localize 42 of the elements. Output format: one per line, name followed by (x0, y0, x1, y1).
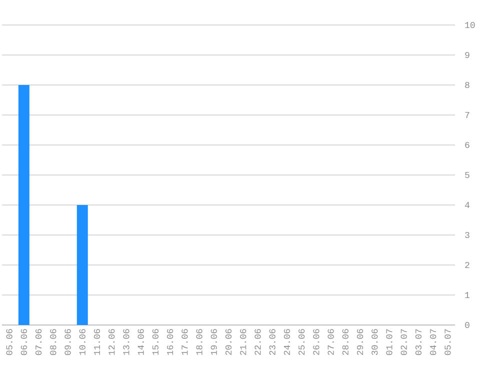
x-tick-label: 14.06 (138, 329, 144, 355)
y-tick-label: 6 (465, 142, 470, 148)
y-tick-label: 9 (465, 52, 470, 58)
x-tick-label: 11.06 (94, 329, 100, 355)
x-tick-label: 13.06 (123, 329, 130, 355)
x-tick-label: 12.06 (108, 329, 115, 355)
x-tick-label: 04.07 (430, 329, 436, 355)
x-tick-label: 28.06 (342, 329, 348, 355)
y-tick-label: 10 (465, 22, 475, 28)
x-tick-label: 19.06 (210, 329, 217, 355)
x-tick-label: 07.06 (35, 329, 42, 355)
x-tick-label: 24.06 (284, 329, 290, 355)
x-tick-label: 22.06 (254, 329, 261, 355)
x-tick-label: 18.06 (196, 329, 202, 355)
x-tick-label: 15.06 (152, 329, 158, 355)
x-tick-label: 30.06 (372, 329, 378, 355)
y-tick-label: 1 (465, 292, 470, 298)
x-tick-label: 09.06 (64, 329, 71, 355)
x-tick-label: 03.07 (415, 329, 422, 355)
y-tick-label: 4 (464, 202, 470, 208)
x-tick-label: 26.06 (313, 329, 320, 355)
y-tick-label: 5 (465, 172, 470, 178)
y-tick-label: 2 (465, 262, 470, 268)
x-tick-label: 21.06 (240, 329, 246, 355)
x-tick-label: 20.06 (225, 329, 232, 355)
y-tick-label: 0 (465, 322, 470, 328)
x-tick-label: 05.06 (6, 329, 12, 355)
x-tick-label: 05.07 (444, 329, 451, 355)
x-tick-label: 16.06 (166, 329, 174, 355)
x-tick-label: 27.06 (328, 329, 334, 355)
x-tick-label: 29.06 (356, 329, 364, 355)
x-tick-label: 25.06 (298, 329, 305, 355)
x-tick-label: 10.06 (79, 329, 86, 355)
y-tick-label: 3 (465, 232, 470, 238)
x-tick-label: 23.06 (269, 329, 276, 355)
x-tick-label: 02.07 (400, 329, 407, 355)
x-tick-label: 06.06 (20, 329, 27, 355)
x-tick-label: 08.06 (50, 329, 56, 355)
x-tick-label: 17.06 (182, 329, 188, 355)
y-tick-label: 8 (465, 82, 470, 88)
x-tick-label: 01.07 (386, 329, 392, 355)
y-tick-label: 7 (465, 112, 470, 118)
